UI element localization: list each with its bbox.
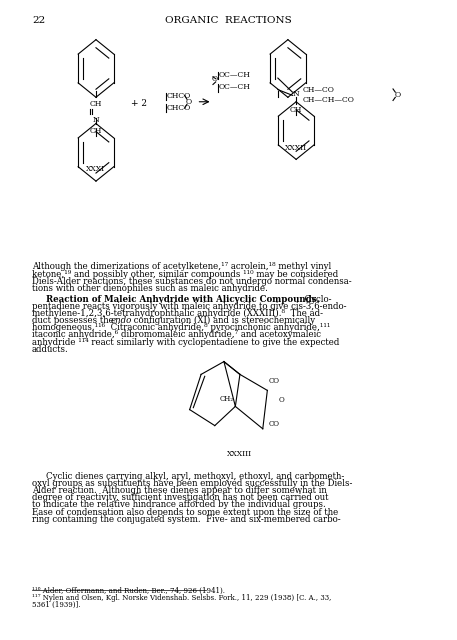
Text: duct possesses the: duct possesses the <box>32 316 117 325</box>
Text: CH: CH <box>290 106 303 115</box>
Text: methylene-1,2,3,6-tetrahydrophthalic anhydride (XXXIII).⁸  The ad-: methylene-1,2,3,6-tetrahydrophthalic anh… <box>32 309 323 318</box>
Text: Although the dimerizations of acetylketene,¹⁷ acrolein,¹⁸ methyl vinyl: Although the dimerizations of acetylkete… <box>32 262 331 271</box>
Text: CHCO: CHCO <box>167 92 191 100</box>
Text: O: O <box>212 76 218 83</box>
Text: 5361 (1939)].: 5361 (1939)]. <box>32 601 80 609</box>
Text: oxyl groups as substituents have been employed successfully in the Diels-: oxyl groups as substituents have been em… <box>32 479 352 488</box>
Text: ¹¹⁷ Nylen and Olsen, Kgl. Norske Videnshab. Selsbs. Fork., 11, 229 (1938) [C. A.: ¹¹⁷ Nylen and Olsen, Kgl. Norske Vidensh… <box>32 594 331 602</box>
Text: ORGANIC  REACTIONS: ORGANIC REACTIONS <box>165 16 292 25</box>
Text: CO: CO <box>269 377 280 385</box>
Text: tions with other dienophiles such as maleic anhydride.: tions with other dienophiles such as mal… <box>32 284 268 293</box>
Text: ¹¹⁶ Alder, Offermann, and Ruden, Ber., 74, 926 (1941).: ¹¹⁶ Alder, Offermann, and Ruden, Ber., 7… <box>32 587 225 595</box>
Text: Alder reaction.  Although these dienes appear to differ somewhat in: Alder reaction. Although these dienes ap… <box>32 486 327 495</box>
Text: XXXI: XXXI <box>86 165 106 173</box>
Text: Cyclic dienes carrying alkyl, aryl, methoxyl, ethoxyl, and carbometh-: Cyclic dienes carrying alkyl, aryl, meth… <box>46 472 344 481</box>
Text: homogeneous.¹¹⁶  Citraconic anhydride,⁸ pyrocinchonic anhydride,¹¹¹: homogeneous.¹¹⁶ Citraconic anhydride,⁸ p… <box>32 323 330 332</box>
Text: adducts.: adducts. <box>32 345 69 354</box>
Text: O: O <box>186 98 192 106</box>
Text: to indicate the relative hindrance afforded by the individual groups.: to indicate the relative hindrance affor… <box>32 500 326 509</box>
Text: ring containing the conjugated system.  Five- and six-membered carbo-: ring containing the conjugated system. F… <box>32 515 340 524</box>
Text: configuration (XI) and is stereochemically: configuration (XI) and is stereochemical… <box>131 316 315 325</box>
Text: ketone,¹⁹ and possibly other, similar compounds ¹¹⁰ may be considered: ketone,¹⁹ and possibly other, similar co… <box>32 269 338 278</box>
Text: CH₂: CH₂ <box>219 395 233 403</box>
Text: + 2: + 2 <box>131 99 148 108</box>
Text: OC—CH: OC—CH <box>218 83 250 91</box>
Text: 22: 22 <box>32 16 45 25</box>
Text: O: O <box>394 91 401 99</box>
Text: N: N <box>93 116 99 125</box>
Text: Diels-Alder reactions, these substances do not undergo normal condensa-: Diels-Alder reactions, these substances … <box>32 276 351 285</box>
Text: N: N <box>293 90 299 98</box>
Text: anhydride ¹¹⁴ react similarly with cyclopentadiene to give the expected: anhydride ¹¹⁴ react similarly with cyclo… <box>32 338 340 347</box>
Text: Ease of condensation also depends to some extent upon the size of the: Ease of condensation also depends to som… <box>32 508 338 516</box>
Text: CH—CO: CH—CO <box>303 86 335 93</box>
Text: degree of reactivity, sufficient investigation has not been carried out: degree of reactivity, sufficient investi… <box>32 493 329 502</box>
Text: CH: CH <box>90 100 102 109</box>
Text: XXXIII: XXXIII <box>228 451 252 458</box>
Text: Reaction of Maleic Anhydride with Alicyclic Compounds.: Reaction of Maleic Anhydride with Alicyc… <box>46 294 319 303</box>
Text: pentadiene reacts vigorously with maleic anhydride to give cis-3,6-endo-: pentadiene reacts vigorously with maleic… <box>32 302 346 311</box>
Text: XXXII: XXXII <box>285 144 307 152</box>
Text: O: O <box>279 396 285 404</box>
Text: CO: CO <box>269 420 280 428</box>
Text: endo: endo <box>111 316 133 325</box>
Text: CH: CH <box>90 127 102 135</box>
Text: CHCO: CHCO <box>167 104 191 111</box>
Text: CH—CH—CO: CH—CH—CO <box>303 97 355 104</box>
Text: OC—CH: OC—CH <box>218 71 250 79</box>
Text: itaconic anhydride,⁶ dibromomaleic anhydride,⁷ and acetoxymaleic: itaconic anhydride,⁶ dibromomaleic anhyd… <box>32 330 321 339</box>
Text: Cyclo-: Cyclo- <box>299 294 332 303</box>
